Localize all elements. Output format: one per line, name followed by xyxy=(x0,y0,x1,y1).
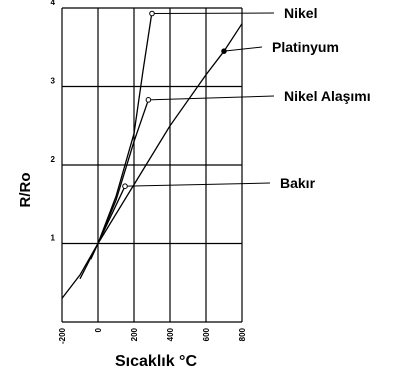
x-tick-label: 600 xyxy=(202,327,211,341)
x-tick-label: 0 xyxy=(94,327,103,332)
x-tick-label: 400 xyxy=(166,327,175,341)
x-axis-label: Sıcaklık °C xyxy=(115,353,197,370)
series-line xyxy=(90,99,150,260)
callout-line xyxy=(124,182,271,187)
y-axis-label: R/Ro xyxy=(17,173,34,208)
grid xyxy=(61,7,243,323)
y-tick-label: 2 xyxy=(51,155,56,164)
series-marker xyxy=(149,10,155,17)
y-tick-label: 4 xyxy=(51,0,56,7)
y-tick-label: 1 xyxy=(51,234,56,243)
series-label: Nikel xyxy=(284,5,317,21)
series-label: Nikel Alaşımı xyxy=(284,88,371,104)
x-tick-label: 800 xyxy=(238,327,247,341)
x-tick-label: 200 xyxy=(130,327,139,341)
y-tick-labels: 1 2 3 4 xyxy=(51,0,56,243)
callout-line xyxy=(223,46,263,52)
callout-line xyxy=(148,95,275,101)
series-lines xyxy=(61,11,243,299)
series-labels: Nikel Platinyum Nikel Alaşımı Bakır xyxy=(272,5,371,191)
series-marker xyxy=(221,48,227,54)
series-line xyxy=(97,11,153,244)
y-tick-label: 3 xyxy=(51,77,56,86)
series-line xyxy=(79,185,126,280)
series-marker xyxy=(122,183,128,189)
x-tick-labels: -200 0 200 400 600 800 xyxy=(58,327,247,344)
series-label: Bakır xyxy=(280,175,316,191)
callout-lines xyxy=(124,12,275,187)
series-marker xyxy=(145,97,152,103)
series-label: Platinyum xyxy=(272,39,339,55)
series-markers xyxy=(122,10,227,189)
x-tick-label: -200 xyxy=(58,327,67,344)
series-line xyxy=(61,23,243,299)
